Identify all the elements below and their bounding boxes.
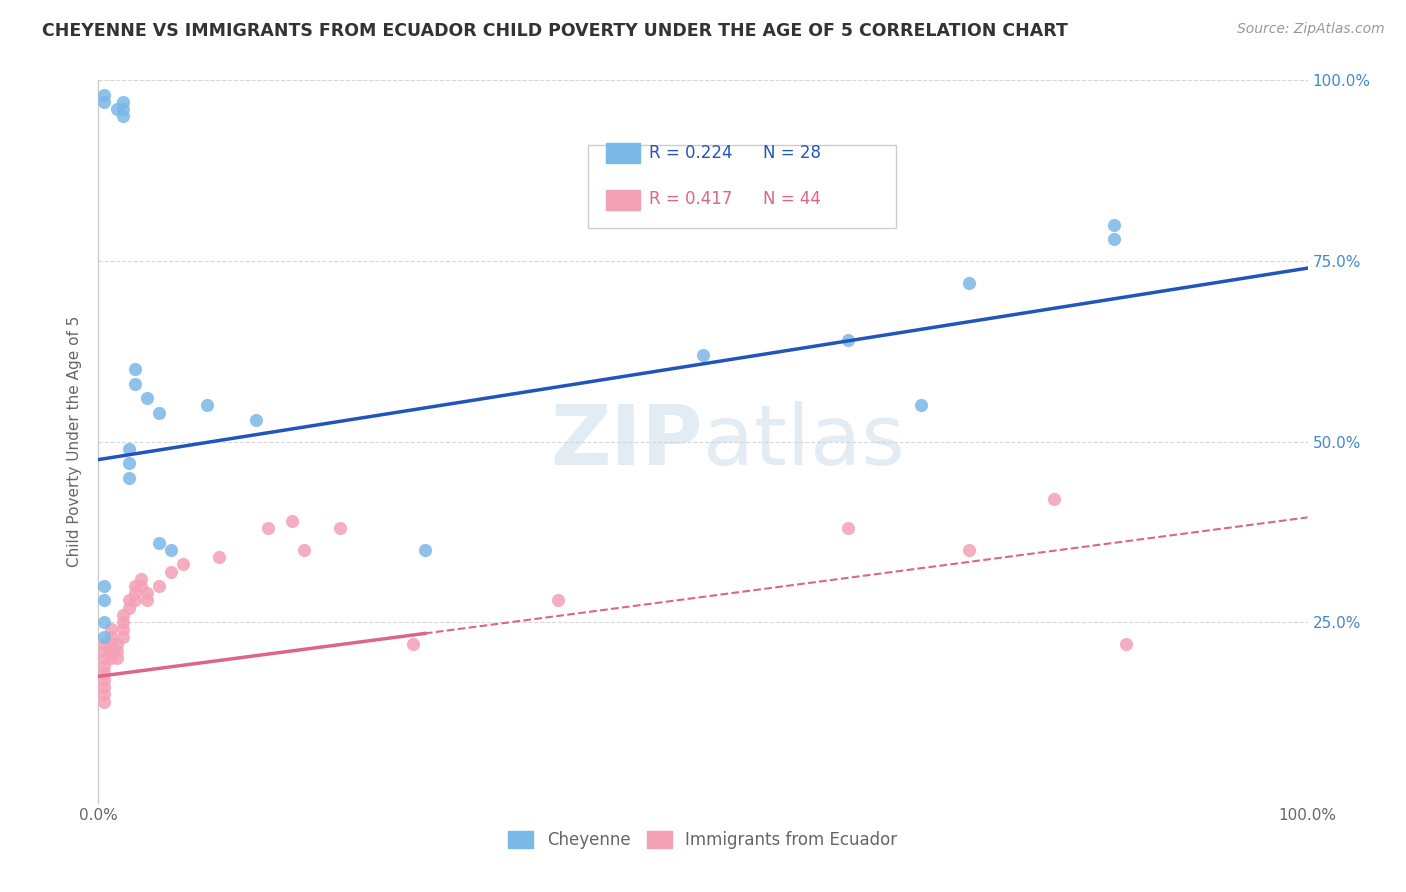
Text: Source: ZipAtlas.com: Source: ZipAtlas.com: [1237, 22, 1385, 37]
Point: [93, 658, 115, 673]
Point: [129, 579, 152, 593]
Point: [172, 558, 194, 572]
Point: [100, 637, 122, 651]
Point: [124, 586, 146, 600]
Point: [413, 542, 436, 557]
Bar: [606, 143, 640, 163]
Point: [93, 637, 115, 651]
Point: [93, 630, 115, 644]
Point: [281, 514, 304, 528]
Point: [547, 593, 569, 607]
Point: [256, 521, 278, 535]
Point: [124, 376, 146, 391]
Point: [837, 521, 859, 535]
Point: [111, 102, 134, 116]
Point: [124, 362, 146, 376]
Text: R = 0.224: R = 0.224: [648, 144, 733, 161]
Point: [148, 579, 170, 593]
Point: [124, 593, 146, 607]
Point: [957, 276, 980, 290]
Bar: [606, 190, 640, 211]
Point: [105, 651, 128, 665]
Point: [837, 334, 859, 348]
Point: [111, 95, 134, 109]
Point: [93, 673, 115, 687]
Point: [118, 456, 141, 470]
Point: [135, 586, 157, 600]
Legend: Cheyenne, Immigrants from Ecuador: Cheyenne, Immigrants from Ecuador: [502, 824, 904, 856]
Point: [111, 110, 134, 124]
Point: [93, 644, 115, 658]
Point: [93, 687, 115, 701]
Point: [1042, 492, 1064, 507]
Point: [111, 623, 134, 637]
Point: [118, 600, 141, 615]
Point: [93, 695, 115, 709]
Point: [1102, 218, 1125, 232]
Point: [329, 521, 352, 535]
Point: [118, 470, 141, 484]
Point: [292, 542, 315, 557]
Point: [160, 542, 183, 557]
Point: [957, 542, 980, 557]
Point: [245, 413, 267, 427]
FancyBboxPatch shape: [588, 145, 897, 228]
Point: [105, 644, 128, 658]
Point: [93, 680, 115, 694]
Point: [148, 535, 170, 549]
Point: [118, 442, 141, 456]
Point: [910, 398, 932, 412]
Point: [148, 406, 170, 420]
Point: [195, 398, 218, 412]
Y-axis label: Child Poverty Under the Age of 5: Child Poverty Under the Age of 5: [67, 316, 83, 567]
Point: [129, 572, 152, 586]
Point: [118, 593, 141, 607]
Text: CHEYENNE VS IMMIGRANTS FROM ECUADOR CHILD POVERTY UNDER THE AGE OF 5 CORRELATION: CHEYENNE VS IMMIGRANTS FROM ECUADOR CHIL…: [42, 22, 1069, 40]
Point: [100, 630, 122, 644]
Point: [93, 651, 115, 665]
Point: [208, 550, 231, 565]
Text: atlas: atlas: [703, 401, 904, 482]
Point: [692, 348, 714, 362]
Point: [1102, 232, 1125, 246]
Text: N = 44: N = 44: [763, 191, 821, 209]
Point: [100, 651, 122, 665]
Point: [93, 87, 115, 102]
Point: [93, 665, 115, 680]
Point: [93, 593, 115, 607]
Point: [124, 579, 146, 593]
Text: N = 28: N = 28: [763, 144, 821, 161]
Point: [160, 565, 183, 579]
Point: [402, 637, 425, 651]
Point: [93, 615, 115, 630]
Point: [135, 391, 157, 405]
Point: [111, 607, 134, 622]
Point: [105, 637, 128, 651]
Point: [93, 579, 115, 593]
Point: [100, 623, 122, 637]
Point: [111, 615, 134, 630]
Point: [1115, 637, 1137, 651]
Point: [93, 95, 115, 109]
Text: R = 0.417: R = 0.417: [648, 191, 733, 209]
Point: [100, 644, 122, 658]
Point: [111, 630, 134, 644]
Point: [135, 593, 157, 607]
Text: ZIP: ZIP: [551, 401, 703, 482]
Point: [105, 102, 128, 116]
